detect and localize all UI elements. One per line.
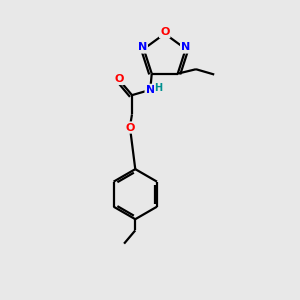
Text: O: O: [126, 122, 135, 133]
Text: H: H: [154, 83, 163, 93]
Text: N: N: [181, 43, 190, 52]
Text: N: N: [138, 43, 147, 52]
Text: O: O: [115, 74, 124, 84]
Text: N: N: [146, 85, 155, 95]
Text: O: O: [160, 27, 169, 37]
